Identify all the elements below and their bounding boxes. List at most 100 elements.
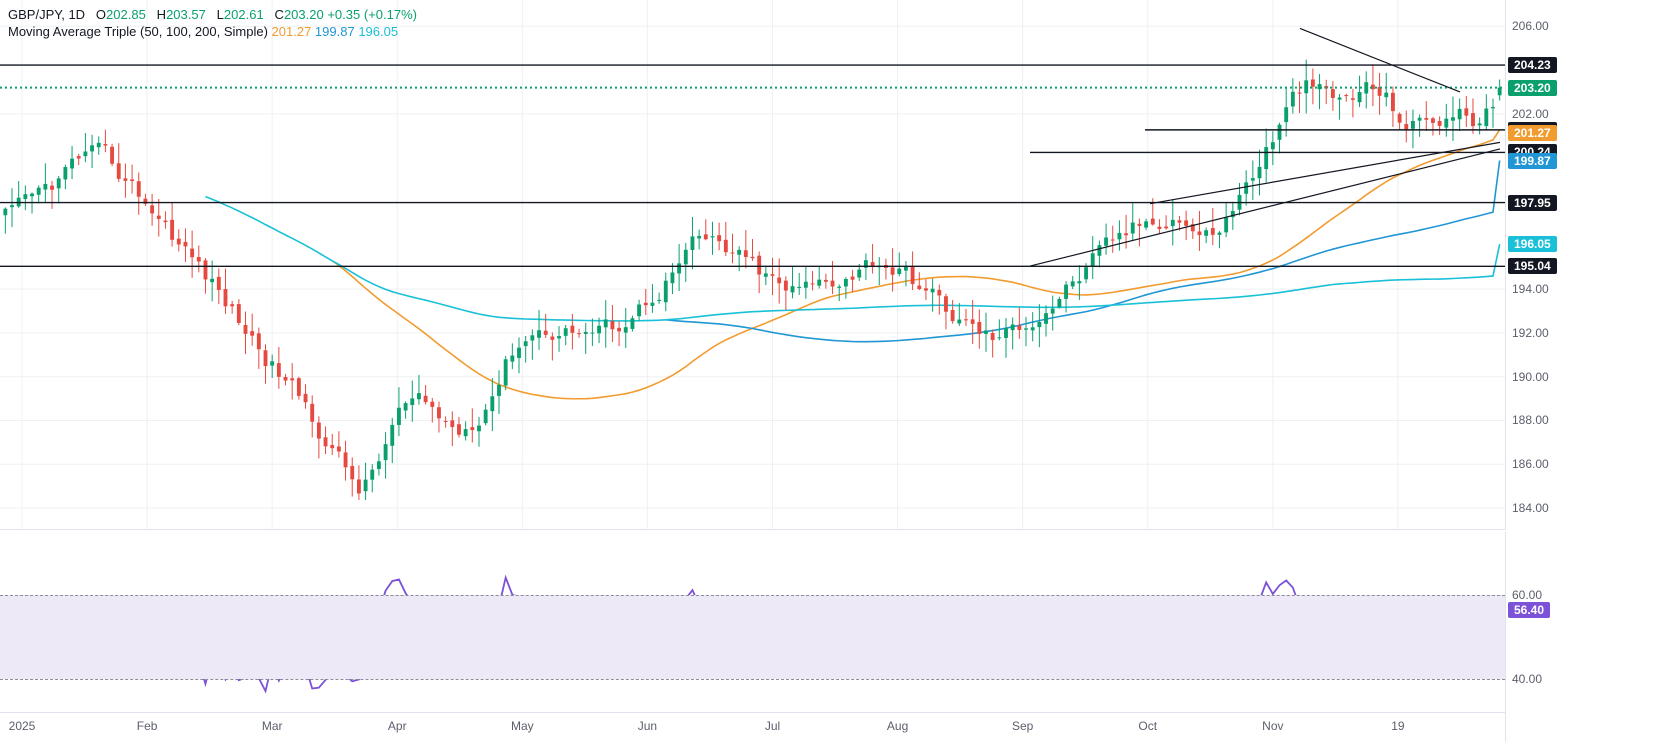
- x-axis-tick[interactable]: Apr: [388, 719, 407, 733]
- x-axis-tick[interactable]: Mar: [262, 719, 283, 733]
- candle-body[interactable]: [984, 330, 988, 334]
- candle-body[interactable]: [610, 321, 614, 329]
- candle-body[interactable]: [190, 249, 194, 258]
- candle-body[interactable]: [424, 396, 428, 402]
- candle-body[interactable]: [957, 320, 961, 324]
- candle-body[interactable]: [1298, 93, 1302, 94]
- candle-body[interactable]: [70, 159, 74, 169]
- candle-body[interactable]: [457, 424, 461, 434]
- candle-body[interactable]: [410, 398, 414, 405]
- candle-body[interactable]: [63, 167, 67, 179]
- candle-body[interactable]: [697, 236, 701, 238]
- candle-body[interactable]: [777, 278, 781, 284]
- candle-body[interactable]: [837, 287, 841, 288]
- candle-body[interactable]: [1031, 327, 1035, 330]
- candle-body[interactable]: [751, 257, 755, 258]
- x-axis-tick[interactable]: 2025: [9, 719, 36, 733]
- candle-body[interactable]: [204, 260, 208, 279]
- candle-body[interactable]: [1178, 220, 1182, 222]
- candle-body[interactable]: [77, 156, 81, 158]
- candle-body[interactable]: [797, 287, 801, 288]
- candle-body[interactable]: [210, 279, 214, 282]
- candle-body[interactable]: [1458, 109, 1462, 119]
- candle-body[interactable]: [43, 184, 47, 190]
- candle-body[interactable]: [1091, 253, 1095, 266]
- candle-body[interactable]: [1198, 231, 1202, 235]
- candle-body[interactable]: [1211, 228, 1215, 235]
- candle-body[interactable]: [924, 288, 928, 290]
- candle-body[interactable]: [817, 280, 821, 286]
- candle-body[interactable]: [1218, 233, 1222, 235]
- candle-body[interactable]: [684, 250, 688, 265]
- candle-body[interactable]: [964, 319, 968, 320]
- candle-body[interactable]: [170, 220, 174, 240]
- x-axis-tick[interactable]: Oct: [1138, 719, 1157, 733]
- candle-body[interactable]: [570, 326, 574, 333]
- candle-body[interactable]: [450, 420, 454, 427]
- candle-body[interactable]: [1418, 118, 1422, 121]
- candle-body[interactable]: [871, 262, 875, 266]
- candle-body[interactable]: [1111, 240, 1115, 241]
- candle-body[interactable]: [617, 328, 621, 331]
- candle-body[interactable]: [1338, 98, 1342, 100]
- candle-body[interactable]: [590, 333, 594, 334]
- x-axis-tick[interactable]: Aug: [887, 719, 908, 733]
- price-level-badge[interactable]: 201.27: [1508, 125, 1557, 141]
- candle-body[interactable]: [404, 403, 408, 410]
- candle-body[interactable]: [290, 378, 294, 380]
- candle-body[interactable]: [1291, 92, 1295, 107]
- candle-body[interactable]: [544, 331, 548, 335]
- candle-body[interactable]: [284, 377, 288, 381]
- candle-body[interactable]: [270, 361, 274, 365]
- candle-body[interactable]: [123, 178, 127, 181]
- candle-body[interactable]: [217, 277, 221, 290]
- candle-body[interactable]: [1044, 313, 1048, 324]
- candle-body[interactable]: [1471, 113, 1475, 126]
- candle-body[interactable]: [137, 181, 141, 197]
- candle-body[interactable]: [1264, 147, 1268, 169]
- candle-body[interactable]: [470, 427, 474, 430]
- candle-body[interactable]: [364, 480, 368, 492]
- candle-body[interactable]: [917, 286, 921, 289]
- candle-body[interactable]: [110, 147, 114, 164]
- candle-body[interactable]: [1391, 93, 1395, 111]
- candle-body[interactable]: [1444, 119, 1448, 128]
- candle-body[interactable]: [530, 335, 534, 340]
- candle-body[interactable]: [630, 318, 634, 329]
- candle-body[interactable]: [1424, 118, 1428, 120]
- candle-body[interactable]: [1171, 220, 1175, 226]
- candle-body[interactable]: [1011, 324, 1015, 330]
- candle-body[interactable]: [737, 250, 741, 255]
- candle-body[interactable]: [1051, 309, 1055, 314]
- candle-body[interactable]: [764, 273, 768, 276]
- candle-body[interactable]: [1384, 93, 1388, 98]
- candle-body[interactable]: [1498, 88, 1502, 96]
- candle-body[interactable]: [1484, 109, 1488, 127]
- candle-body[interactable]: [584, 332, 588, 334]
- candle-body[interactable]: [851, 277, 855, 280]
- candle-body[interactable]: [1271, 142, 1275, 149]
- x-axis-tick[interactable]: Feb: [137, 719, 158, 733]
- candle-body[interactable]: [771, 274, 775, 276]
- candle-body[interactable]: [1158, 227, 1162, 229]
- candle-body[interactable]: [857, 270, 861, 278]
- candle-body[interactable]: [304, 394, 308, 402]
- candle-body[interactable]: [1137, 224, 1141, 226]
- candle-body[interactable]: [277, 363, 281, 377]
- candle-body[interactable]: [344, 452, 348, 467]
- candle-body[interactable]: [724, 240, 728, 252]
- candle-body[interactable]: [444, 421, 448, 422]
- candle-body[interactable]: [264, 350, 268, 366]
- candle-body[interactable]: [504, 359, 508, 385]
- candle-body[interactable]: [1097, 245, 1101, 256]
- rsi-axis[interactable]: 60.00 40.00 56.40: [1505, 532, 1671, 742]
- candle-body[interactable]: [90, 145, 94, 151]
- candle-body[interactable]: [1244, 182, 1248, 193]
- candle-body[interactable]: [417, 393, 421, 399]
- candle-body[interactable]: [1064, 285, 1068, 299]
- candle-body[interactable]: [497, 385, 501, 396]
- candle-body[interactable]: [244, 325, 248, 334]
- candle-body[interactable]: [644, 303, 648, 305]
- candle-body[interactable]: [844, 279, 848, 286]
- candle-body[interactable]: [650, 303, 654, 306]
